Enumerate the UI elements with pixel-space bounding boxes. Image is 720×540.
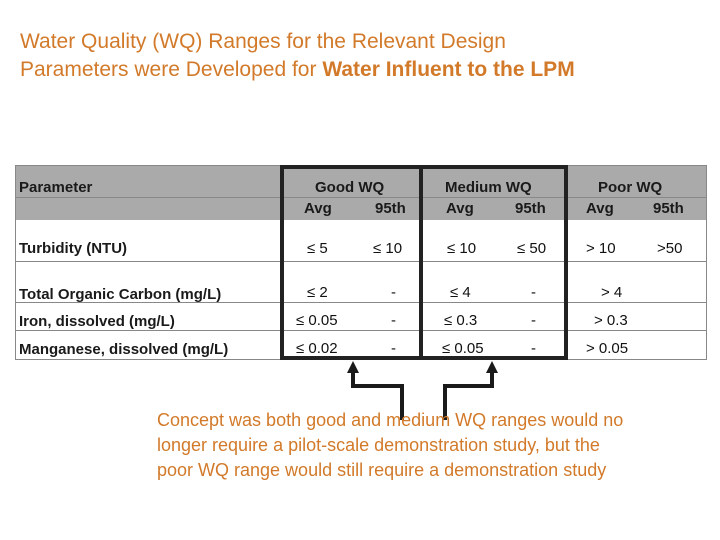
row-toc-medium-avg: ≤ 4 xyxy=(450,284,471,301)
table-header-row-1 xyxy=(15,165,707,198)
row-manganese-good-95th: - xyxy=(391,340,396,357)
wq-ranges-table: Parameter Good WQ Avg 95th Medium WQ Avg… xyxy=(15,165,707,360)
row-divider xyxy=(15,302,707,303)
header-poor-avg: Avg xyxy=(586,200,614,217)
row-manganese-label: Manganese, dissolved (mg/L) xyxy=(19,341,229,358)
row-turbidity-medium-95th: ≤ 50 xyxy=(517,240,547,257)
header-parameter: Parameter xyxy=(19,179,93,196)
header-good-wq: Good WQ xyxy=(315,179,385,196)
title-line-2-bold: Water Influent to the LPM xyxy=(322,58,575,81)
row-iron-medium-95th: - xyxy=(531,312,536,329)
row-turbidity-poor-avg: > 10 xyxy=(586,240,616,257)
slide-title: Water Quality (WQ) Ranges for the Releva… xyxy=(20,28,710,84)
row-turbidity-good-95th: ≤ 10 xyxy=(373,240,403,257)
concept-line-3: poor WQ range would still require a demo… xyxy=(157,460,607,480)
header-medium-wq: Medium WQ xyxy=(445,179,532,196)
table-header-row-2 xyxy=(15,198,707,220)
row-turbidity-label: Turbidity (NTU) xyxy=(19,240,128,257)
row-manganese-good-avg: ≤ 0.02 xyxy=(296,340,338,357)
row-iron-good-95th: - xyxy=(391,312,396,329)
header-medium-95th: 95th xyxy=(515,200,546,217)
header-poor-wq: Poor WQ xyxy=(598,179,663,196)
row-turbidity-good-avg: ≤ 5 xyxy=(307,240,328,257)
row-toc-medium-95th: - xyxy=(531,284,536,301)
concept-note: Concept was both good and medium WQ rang… xyxy=(157,408,717,483)
arrow-to-medium-wq-icon xyxy=(443,361,498,420)
row-toc-good-95th: - xyxy=(391,284,396,301)
row-divider xyxy=(15,261,707,262)
row-iron-good-avg: ≤ 0.05 xyxy=(296,312,338,329)
title-line-2: Parameters were Developed for Water Infl… xyxy=(20,56,710,84)
header-medium-avg: Avg xyxy=(446,200,474,217)
row-manganese-medium-95th: - xyxy=(531,340,536,357)
header-good-avg: Avg xyxy=(304,200,332,217)
row-divider xyxy=(15,330,707,331)
row-manganese-medium-avg: ≤ 0.05 xyxy=(442,340,484,357)
row-iron-label: Iron, dissolved (mg/L) xyxy=(19,313,175,330)
row-toc-label: Total Organic Carbon (mg/L) xyxy=(19,286,222,303)
row-toc-poor-avg: > 4 xyxy=(601,284,623,301)
title-line-1: Water Quality (WQ) Ranges for the Releva… xyxy=(20,30,506,53)
row-turbidity-poor-95th: >50 xyxy=(657,240,683,257)
row-turbidity-medium-avg: ≤ 10 xyxy=(447,240,477,257)
row-iron-poor-avg: > 0.3 xyxy=(594,312,628,329)
arrow-to-good-wq-icon xyxy=(347,361,404,420)
medium-wq-highlight-box xyxy=(419,165,568,360)
row-toc-good-avg: ≤ 2 xyxy=(307,284,328,301)
header-poor-95th: 95th xyxy=(653,200,684,217)
concept-line-2: longer require a pilot-scale demonstrati… xyxy=(157,435,600,455)
concept-line-1: Concept was both good and medium WQ rang… xyxy=(157,410,624,430)
row-manganese-poor-avg: > 0.05 xyxy=(586,340,629,357)
row-iron-medium-avg: ≤ 0.3 xyxy=(444,312,478,329)
title-line-2-plain: Parameters were Developed for xyxy=(20,58,323,81)
header-good-95th: 95th xyxy=(375,200,406,217)
